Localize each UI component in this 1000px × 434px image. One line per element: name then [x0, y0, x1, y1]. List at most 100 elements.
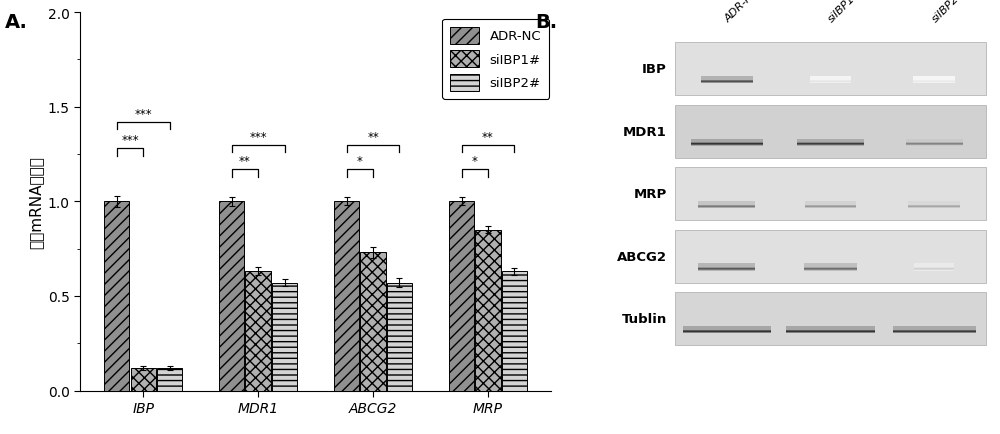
Bar [675, 43, 986, 96]
Bar [893, 329, 976, 332]
Bar [797, 142, 864, 145]
Bar [698, 266, 755, 270]
Bar [698, 205, 755, 208]
Text: siIBP2#: siIBP2# [930, 0, 968, 24]
Bar [804, 264, 857, 267]
Text: **: ** [482, 130, 494, 143]
Bar [805, 201, 856, 205]
Bar [272, 283, 297, 391]
Bar [797, 140, 864, 144]
Bar [804, 266, 857, 270]
Bar [701, 80, 753, 84]
Bar [675, 230, 986, 283]
Bar [701, 79, 753, 82]
Bar [691, 140, 763, 144]
Bar [701, 77, 753, 81]
Bar [908, 201, 960, 205]
Bar [797, 141, 864, 145]
Text: ***: *** [121, 134, 139, 147]
Bar [908, 202, 960, 206]
Bar [913, 81, 955, 84]
Text: A.: A. [5, 13, 28, 32]
Bar [906, 141, 963, 145]
Bar [908, 204, 960, 207]
Bar [691, 143, 763, 147]
Bar [804, 265, 857, 269]
Bar [675, 105, 986, 158]
Bar [804, 264, 857, 268]
Bar [914, 267, 954, 270]
Bar [675, 168, 986, 220]
Bar [475, 230, 501, 391]
Bar [893, 326, 976, 330]
Text: Tublin: Tublin [622, 312, 667, 326]
Bar [691, 142, 763, 145]
Bar [914, 265, 954, 269]
Bar [683, 329, 771, 333]
Bar [906, 140, 963, 143]
Bar [805, 204, 856, 208]
Bar [691, 141, 763, 145]
Text: **: ** [239, 155, 251, 168]
Bar [914, 266, 954, 270]
Bar [698, 204, 755, 208]
Bar [698, 203, 755, 206]
Text: B.: B. [535, 13, 557, 32]
Bar [804, 267, 857, 271]
Bar [893, 327, 976, 330]
Bar [908, 203, 960, 206]
Bar [810, 79, 851, 83]
Bar [701, 79, 753, 82]
Bar [810, 81, 851, 84]
Bar [805, 203, 856, 207]
Bar [360, 253, 386, 391]
Bar [245, 272, 271, 391]
Bar [913, 78, 955, 82]
Bar [893, 328, 976, 332]
Bar [797, 143, 864, 147]
Bar [797, 141, 864, 145]
Bar [701, 81, 753, 84]
Bar [893, 328, 976, 331]
Bar [691, 141, 763, 145]
Bar [797, 140, 864, 143]
Bar [691, 140, 763, 143]
Bar [913, 77, 955, 81]
Bar [914, 264, 954, 268]
Bar [698, 265, 755, 269]
Bar [908, 203, 960, 207]
Bar [786, 327, 875, 331]
Bar [810, 79, 851, 82]
Bar [906, 141, 963, 145]
Bar [698, 267, 755, 270]
Bar [698, 265, 755, 269]
Text: ABCG2: ABCG2 [617, 250, 667, 263]
Bar [908, 205, 960, 208]
Bar [906, 140, 963, 144]
Bar [786, 328, 875, 331]
Bar [683, 327, 771, 330]
Bar [786, 329, 875, 332]
Text: **: ** [367, 130, 379, 143]
Text: *: * [472, 155, 478, 168]
Bar [804, 266, 857, 270]
Bar [906, 142, 963, 146]
Bar [698, 267, 755, 271]
Bar [810, 77, 851, 81]
Bar [219, 202, 244, 391]
Text: MRP: MRP [634, 188, 667, 201]
Text: ***: *** [134, 108, 152, 121]
Bar [698, 203, 755, 207]
Bar [893, 327, 976, 331]
Bar [683, 329, 771, 332]
Bar [914, 264, 954, 267]
Bar [104, 202, 129, 391]
Bar [810, 80, 851, 84]
Bar [786, 326, 875, 330]
Bar [786, 329, 875, 333]
Bar [683, 328, 771, 331]
Bar [893, 329, 976, 333]
Bar [893, 330, 976, 333]
Bar [698, 266, 755, 270]
Bar [805, 203, 856, 206]
